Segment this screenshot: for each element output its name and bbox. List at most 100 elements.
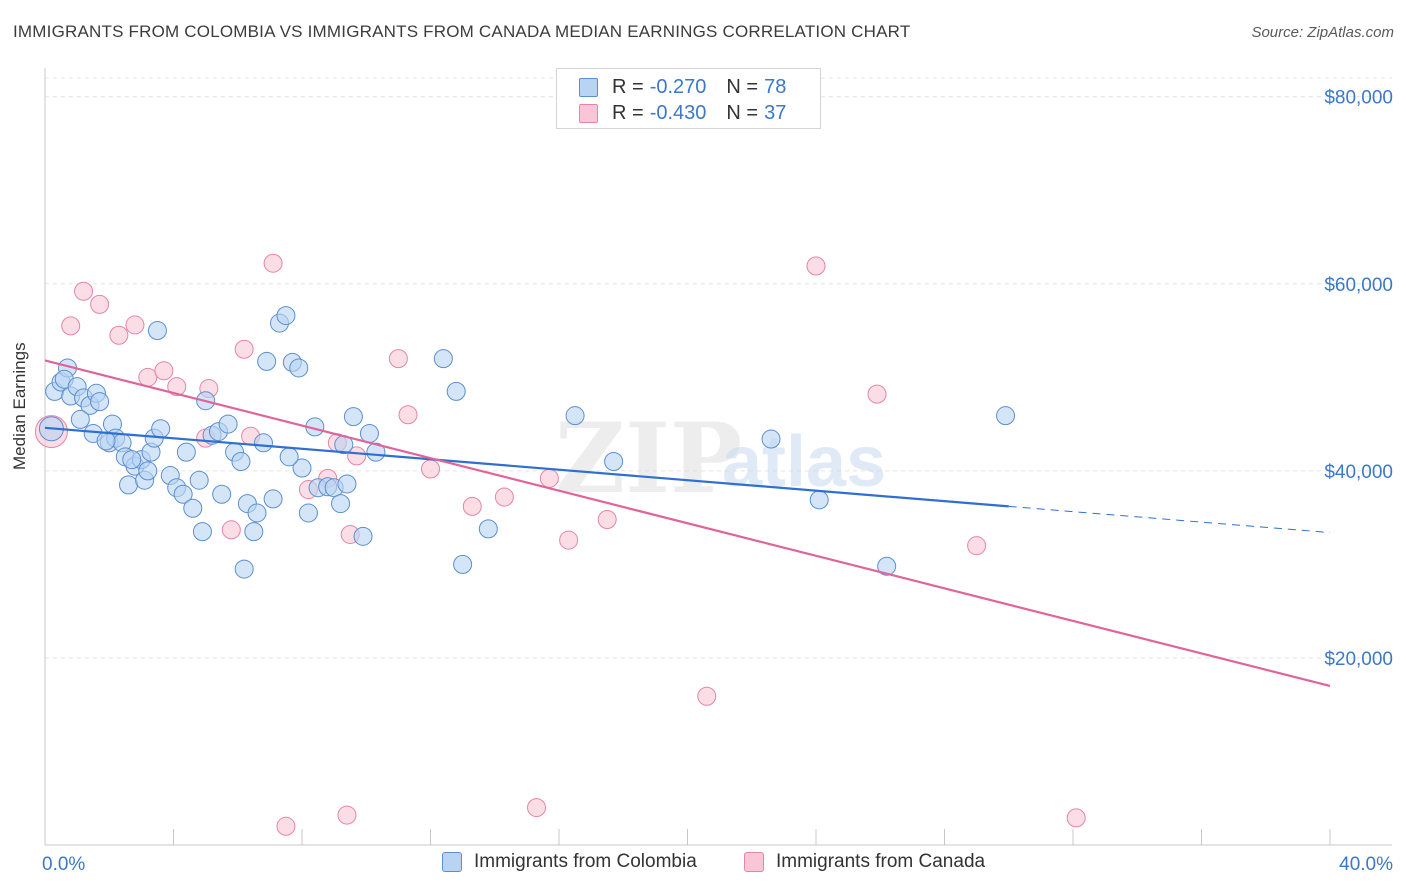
canada-point	[1066, 808, 1086, 828]
bottom-legend-colombia: Immigrants from Colombia	[442, 851, 697, 873]
colombia-trend-line	[44, 426, 1009, 508]
legend-r-label: R =	[612, 75, 644, 98]
colombia-point	[331, 494, 351, 514]
colombia-point	[433, 349, 453, 369]
colombia-point	[253, 433, 273, 453]
colombia-point	[231, 452, 251, 471]
colombia-point	[247, 503, 267, 523]
y-tick-label: $20,000	[1324, 649, 1393, 670]
legend-swatch-canada	[579, 103, 598, 123]
colombia-point	[173, 484, 193, 504]
colombia-point	[257, 351, 277, 371]
legend-r-value: -0.430	[649, 101, 707, 124]
canada-point	[125, 315, 145, 335]
canada-point	[61, 316, 81, 336]
colombia-point	[218, 414, 238, 434]
x-tick-label-max: 40.0%	[1339, 854, 1393, 875]
canada-point	[597, 509, 617, 529]
canada-point	[398, 405, 418, 425]
colombia-point	[119, 475, 139, 495]
colombia-point	[298, 503, 318, 523]
colombia-point	[453, 554, 473, 574]
colombia-point	[279, 447, 299, 467]
colombia-point	[343, 407, 363, 427]
canada-point	[167, 377, 187, 397]
canada-point	[154, 361, 174, 381]
correlation-legend: R = -0.270 N = 78 R = -0.430 N = 37	[556, 68, 821, 129]
colombia-point	[446, 381, 466, 401]
colombia-point	[96, 431, 116, 451]
canada-point	[539, 468, 559, 488]
legend-r-value: -0.270	[649, 75, 707, 98]
colombia-point	[604, 452, 624, 471]
canada-point	[138, 367, 158, 387]
bottom-legend-label-canada: Immigrants from Canada	[776, 851, 986, 872]
bottom-legend-swatch-canada	[744, 852, 764, 872]
colombia-point	[90, 392, 110, 412]
x-tick-label-min: 0.0%	[42, 854, 85, 875]
canada-point	[867, 384, 887, 404]
y-tick-label: $40,000	[1324, 462, 1393, 483]
colombia-point	[234, 559, 254, 579]
colombia-point	[478, 519, 498, 539]
canada-point	[967, 536, 987, 556]
colombia-point	[996, 406, 1016, 426]
colombia-trend-extension	[1008, 505, 1331, 534]
bottom-legend-swatch-colombia	[442, 852, 462, 872]
colombia-point	[244, 522, 264, 542]
colombia-point	[292, 458, 312, 478]
colombia-point	[263, 489, 283, 509]
colombia-point	[183, 498, 203, 518]
legend-n-value: 37	[764, 101, 787, 124]
legend-n-label: N =	[726, 75, 759, 98]
canada-point	[74, 281, 94, 301]
colombia-point	[176, 442, 196, 462]
bottom-legend-canada: Immigrants from Canada	[744, 851, 985, 873]
colombia-point	[353, 526, 373, 546]
canada-point	[527, 798, 547, 818]
colombia-point	[565, 406, 585, 426]
colombia-point	[289, 358, 309, 378]
y-axis-label: Median Earnings	[10, 342, 29, 470]
canada-point	[337, 805, 357, 825]
y-tick-label: $80,000	[1324, 88, 1393, 109]
chart-source: Source: ZipAtlas.com	[1251, 24, 1394, 41]
colombia-point	[809, 490, 829, 510]
canada-point	[388, 349, 408, 369]
colombia-point	[151, 419, 171, 439]
colombia-point	[138, 461, 158, 481]
canada-point	[559, 530, 579, 550]
canada-point	[347, 446, 367, 466]
legend-row-canada: R = -0.430 N = 37	[579, 101, 794, 125]
canada-point	[234, 339, 254, 359]
legend-n-label: N =	[726, 101, 759, 124]
canada-trend-line	[44, 359, 1331, 688]
canada-point	[109, 325, 129, 345]
colombia-point	[192, 522, 212, 542]
canada-point	[421, 459, 440, 479]
colombia-point	[877, 556, 897, 576]
colombia-point	[359, 423, 379, 443]
legend-n-value: 78	[764, 75, 787, 98]
colombia-point	[189, 470, 209, 490]
canada-point	[494, 487, 514, 507]
watermark-zip: ZIP	[555, 402, 742, 515]
colombia-point	[70, 409, 90, 429]
y-tick-label: $60,000	[1324, 275, 1393, 296]
colombia-point	[366, 442, 386, 462]
colombia-point	[147, 321, 167, 341]
canada-point	[263, 253, 283, 273]
canada-point	[90, 294, 110, 314]
canada-point	[697, 686, 717, 706]
legend-row-colombia: R = -0.270 N = 78	[579, 75, 794, 99]
colombia-point	[337, 474, 357, 494]
colombia-point	[122, 450, 142, 470]
chart-title: IMMIGRANTS FROM COLOMBIA VS IMMIGRANTS F…	[13, 22, 911, 41]
legend-swatch-colombia	[579, 77, 598, 97]
canada-point	[806, 256, 826, 276]
bottom-legend-label-colombia: Immigrants from Colombia	[474, 851, 697, 872]
colombia-point	[761, 429, 781, 449]
colombia-point	[212, 484, 232, 504]
legend-r-label: R =	[612, 101, 644, 124]
